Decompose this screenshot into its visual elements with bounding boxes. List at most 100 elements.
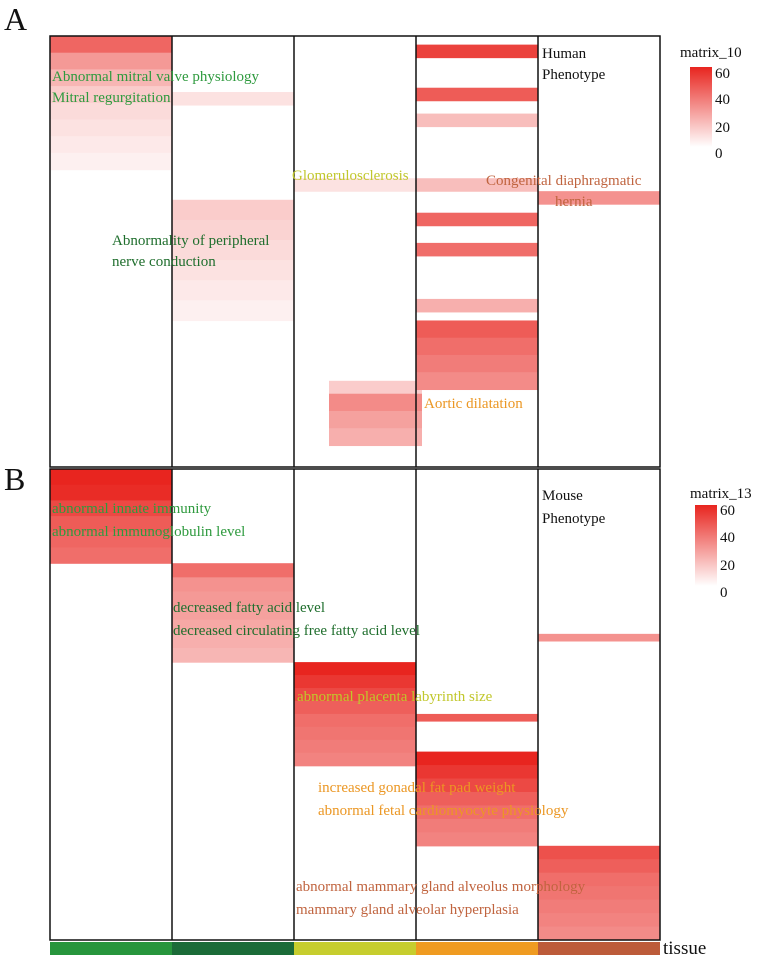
heat-cell-a-5-1 — [329, 410, 422, 429]
tissue-label: tissue — [663, 938, 706, 959]
heat-cell-a-2-3 — [172, 260, 294, 281]
heat-cell-a-5-2 — [329, 428, 422, 447]
heat-cell-a-10-0 — [416, 212, 538, 227]
legend-a: matrix_10 60 40 20 0 — [680, 45, 742, 162]
heat-cell-a-13-1 — [416, 337, 538, 356]
heat-cell-a-2-2 — [172, 240, 294, 261]
heat-cell-a-2-5 — [172, 300, 294, 322]
labels-panel-b: abnormal innate immunity abnormal immuno… — [52, 501, 586, 918]
heat-cell-b-5-0 — [538, 633, 660, 642]
label-b-4-line1: increased gonadal fat pad weight — [318, 780, 516, 796]
heat-cell-b-4-6 — [416, 832, 538, 847]
heat-cell-b-2-1 — [294, 675, 416, 689]
heat-cell-b-1-3 — [172, 605, 294, 621]
label-a-1-line1: Abnormal mitral valve physiology — [52, 69, 260, 85]
tissue-swatch-1 — [50, 942, 172, 955]
mouse-phenotype-line1: Mouse — [542, 488, 583, 504]
mouse-phenotype-line2: Phenotype — [542, 511, 606, 527]
tissue-swatch-2 — [172, 942, 294, 955]
heat-cell-a-1-0 — [172, 92, 294, 106]
tissue-bar: tissue — [50, 938, 706, 959]
heat-cell-b-0-4 — [50, 531, 172, 549]
heat-cell-b-2-7 — [294, 752, 416, 767]
legend-b-tick-40: 40 — [720, 530, 735, 546]
heat-cell-b-6-6 — [538, 926, 660, 941]
heat-cell-a-3-0 — [294, 178, 416, 192]
legend-a-colorbar — [690, 67, 712, 147]
heat-cell-a-13-3 — [416, 372, 538, 391]
heat-cell-b-0-5 — [50, 547, 172, 564]
label-b-2-line1: decreased fatty acid level — [173, 600, 325, 616]
panel-letter-b: B — [4, 461, 25, 497]
heat-cell-b-0-2 — [50, 500, 172, 517]
legend-a-title: matrix_10 — [680, 45, 742, 61]
legend-a-tick-0: 0 — [715, 146, 723, 162]
heat-cell-b-4-0 — [416, 751, 538, 766]
heat-cell-b-6-2 — [538, 872, 660, 887]
heat-cell-b-2-2 — [294, 688, 416, 702]
heat-cell-a-11-0 — [416, 242, 538, 257]
heat-cell-a-0-3 — [50, 86, 172, 104]
legend-b-tick-60: 60 — [720, 503, 735, 519]
heat-cell-b-2-4 — [294, 713, 416, 728]
heat-cell-a-9-0 — [416, 178, 538, 192]
heat-cell-a-8-0 — [416, 113, 538, 128]
heat-cell-a-5-0 — [329, 393, 422, 412]
heat-cell-a-2-1 — [172, 219, 294, 241]
human-phenotype-line1: Human — [542, 46, 587, 62]
heat-cell-a-2-4 — [172, 280, 294, 301]
heat-cell-b-6-4 — [538, 899, 660, 914]
label-a-5-line1: Congenital diaphragmatic — [486, 173, 642, 189]
heat-cell-b-6-5 — [538, 913, 660, 928]
legend-b-colorbar — [695, 505, 717, 586]
heat-cell-a-0-1 — [50, 52, 172, 70]
legend-b: matrix_13 60 40 20 0 — [690, 486, 752, 601]
heat-cell-b-2-6 — [294, 739, 416, 754]
panel-b-frame — [49, 468, 661, 941]
label-a-2-line2: nerve conduction — [112, 254, 216, 270]
label-b-4-line2: abnormal fetal cardiomyocyte physiology — [318, 803, 569, 819]
legend-a-tick-60: 60 — [715, 66, 730, 82]
heat-cell-b-1-1 — [172, 577, 294, 593]
heat-cell-a-0-7 — [50, 152, 172, 171]
heat-cell-b-1-4 — [172, 619, 294, 635]
heat-cell-a-0-2 — [50, 69, 172, 87]
heat-cell-b-4-5 — [416, 818, 538, 833]
tissue-swatch-3 — [294, 942, 416, 955]
heat-cell-a-0-0 — [50, 36, 172, 54]
heat-cell-b-1-2 — [172, 591, 294, 607]
label-a-3: Glomerulosclerosis — [292, 168, 409, 184]
heat-cell-b-6-3 — [538, 886, 660, 901]
label-a-4: Aortic dilatation — [424, 396, 523, 412]
heat-cell-a-0-6 — [50, 136, 172, 154]
heat-cell-b-0-3 — [50, 516, 172, 533]
label-a-2-line1: Abnormality of peripheral — [112, 233, 269, 249]
heat-cell-b-3-0 — [416, 713, 538, 722]
heat-cell-b-4-3 — [416, 791, 538, 807]
legend-a-tick-20: 20 — [715, 120, 730, 136]
heat-cell-a-6-0 — [416, 44, 538, 59]
labels-panel-a: Abnormal mitral valve physiology Mitral … — [52, 69, 642, 412]
label-b-2-line2: decreased circulating free fatty acid le… — [173, 623, 420, 639]
heatmap-cells-b — [50, 469, 660, 941]
panel-letter-a: A — [4, 1, 27, 37]
heat-cell-b-1-0 — [172, 563, 294, 578]
heat-cell-b-4-4 — [416, 805, 538, 820]
heat-cell-a-14-0 — [538, 191, 660, 205]
legend-b-title: matrix_13 — [690, 486, 752, 502]
legend-b-tick-20: 20 — [720, 558, 735, 574]
heatmap-cells-a — [50, 36, 660, 447]
heat-cell-b-0-1 — [50, 484, 172, 501]
label-b-3: abnormal placenta labyrinth size — [297, 689, 493, 705]
label-b-5-line2: mammary gland alveolar hyperplasia — [296, 902, 519, 918]
heat-cell-a-13-0 — [416, 320, 538, 339]
legend-a-tick-40: 40 — [715, 92, 730, 108]
heat-cell-a-0-5 — [50, 119, 172, 137]
heat-cell-b-6-0 — [538, 845, 660, 860]
heat-cell-b-1-5 — [172, 633, 294, 649]
heat-cell-a-2-0 — [172, 199, 294, 221]
heat-cell-b-0-0 — [50, 469, 172, 486]
heat-cell-a-13-2 — [416, 354, 538, 373]
heat-cell-b-4-2 — [416, 778, 538, 793]
